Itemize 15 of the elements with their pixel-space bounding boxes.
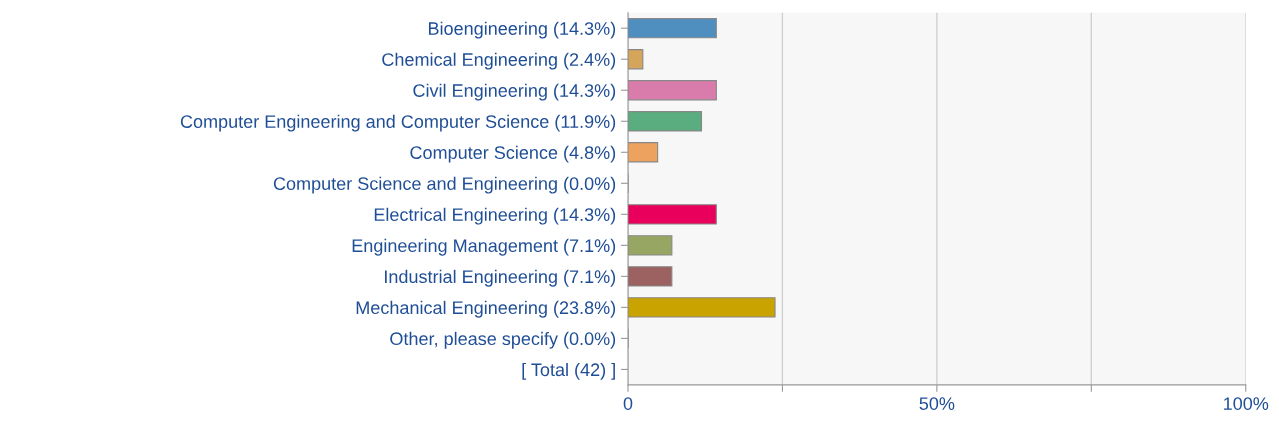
y-tick-label: Other, please specify (0.0%) <box>390 331 616 349</box>
y-tick-label: [ Total (42) ] <box>522 362 615 380</box>
y-tick-label: Industrial Engineering (7.1%) <box>385 269 616 287</box>
x-tick-label: 0 <box>623 397 633 410</box>
y-tick-label: Mechanical Engineering (23.8%) <box>356 300 616 318</box>
y-tick-label: Computer Science and Engineering (0.0%) <box>273 176 616 194</box>
y-tick-label: Engineering Management (7.1%) <box>352 238 616 256</box>
x-tick-label: 100% <box>1224 397 1269 410</box>
y-tick-label: Chemical Engineering (2.4%) <box>382 52 616 70</box>
y-tick-label: Computer Science (4.8%) <box>410 145 616 163</box>
y-tick-label: Bioengineering (14.3%) <box>428 21 616 39</box>
y-tick-label: Computer Engineering and Computer Science (11.9%) <box>180 114 616 132</box>
x-tick-label: 50% <box>919 397 955 410</box>
y-tick-label: Electrical Engineering (14.3%) <box>374 207 616 225</box>
y-tick-label: Civil Engineering (14.3%) <box>413 83 616 101</box>
